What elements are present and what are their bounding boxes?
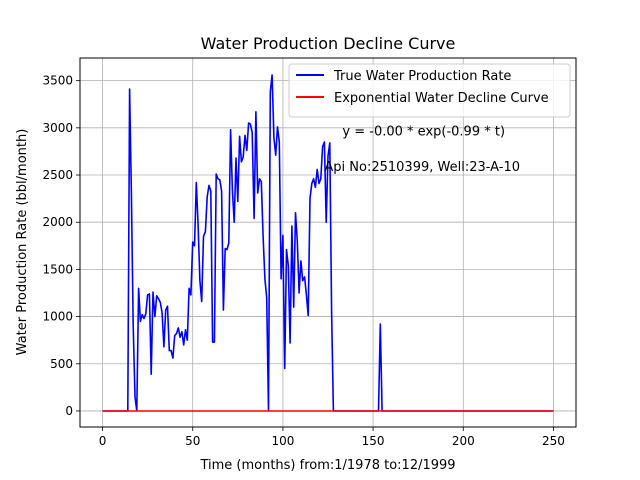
y-tick-label: 3500	[42, 74, 73, 88]
plot-frame	[79, 57, 577, 428]
x-tick-label: 0	[99, 434, 107, 448]
well-annotation: Api No:2510399, Well:23-A-10	[324, 160, 520, 175]
x-tick-label: 150	[362, 434, 385, 448]
y-tick-label: 2000	[42, 215, 73, 229]
legend: True Water Production Rate Exponential W…	[288, 63, 571, 118]
legend-box	[288, 63, 571, 118]
y-axis-label: Water Production Rate (bbl/month)	[15, 129, 30, 356]
x-tick-label: 250	[542, 434, 565, 448]
y-tick-label: 1000	[42, 310, 73, 324]
axis-ticks: 0 50 100 150 200 2500500100015002000250030003…	[42, 74, 564, 448]
y-tick-label: 1500	[42, 262, 73, 276]
y-tick-label: 0	[65, 404, 73, 418]
equation-annotation: y = -0.00 * exp(-0.99 * t)	[342, 124, 505, 139]
x-tick-label: 50	[185, 434, 200, 448]
legend-label-true-rate: True Water Production Rate	[333, 69, 511, 84]
y-tick-label: 500	[50, 357, 73, 371]
y-tick-label: 2500	[42, 168, 73, 182]
legend-label-decline-curve: Exponential Water Decline Curve	[334, 91, 549, 106]
y-tick-label: 3000	[42, 121, 73, 135]
x-tick-label: 200	[452, 434, 475, 448]
x-axis-label: Time (months) from:1/1978 to:12/1999	[199, 458, 455, 473]
x-tick-label: 100	[271, 434, 294, 448]
chart-title: Water Production Decline Curve	[201, 34, 456, 53]
series-layer	[102, 74, 554, 412]
series-true-water-rate-line	[102, 74, 554, 412]
